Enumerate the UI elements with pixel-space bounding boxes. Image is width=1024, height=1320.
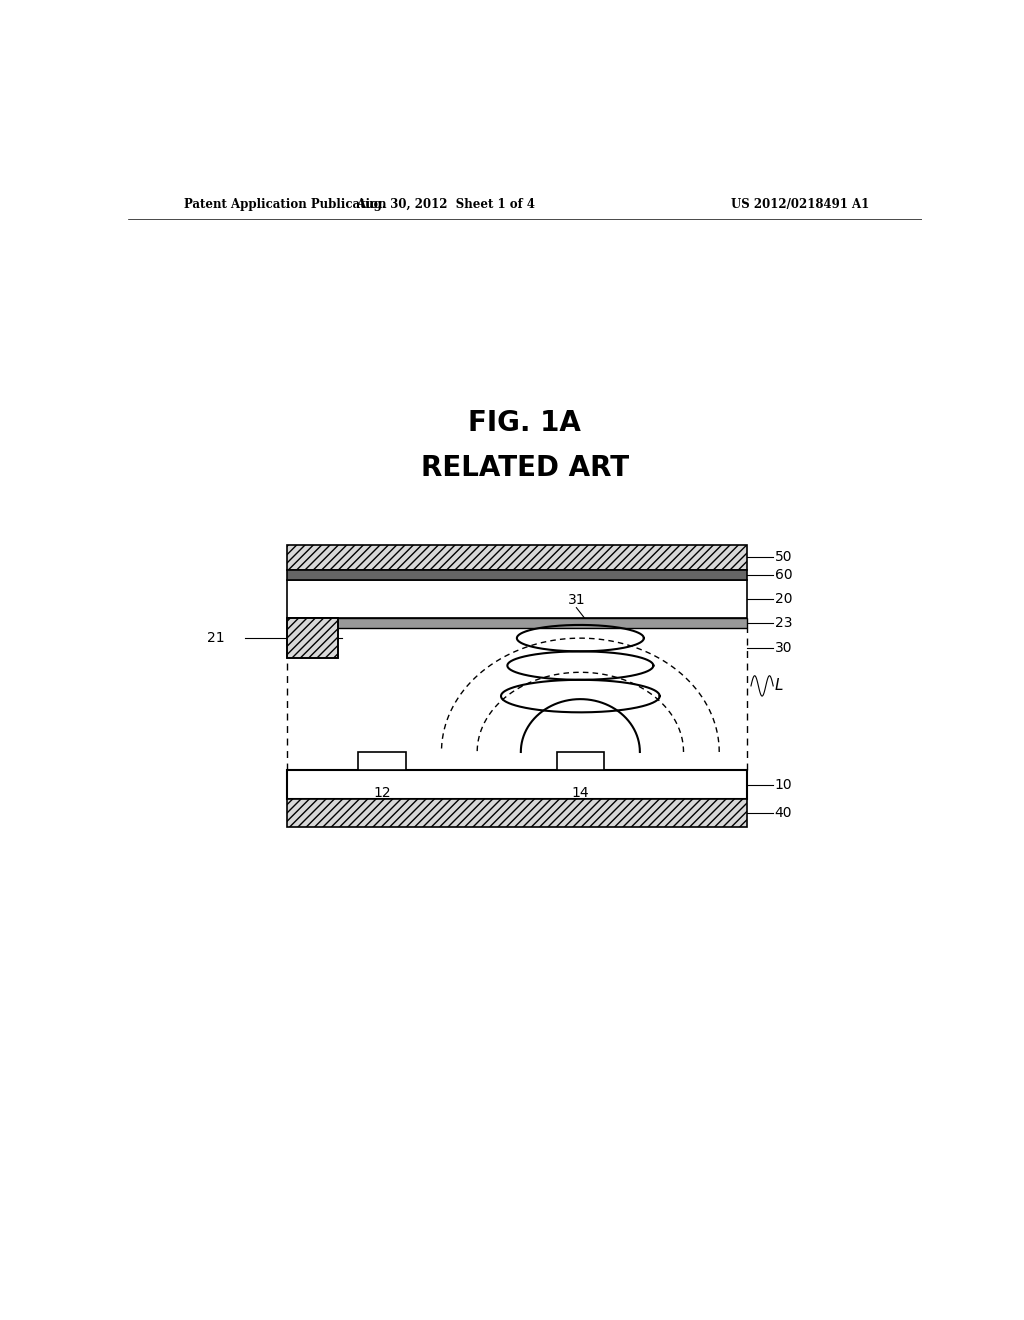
Bar [287, 581, 748, 618]
Text: 30: 30 [775, 642, 793, 655]
Text: 50: 50 [775, 550, 793, 565]
Bar [358, 752, 406, 771]
Text: US 2012/0218491 A1: US 2012/0218491 A1 [731, 198, 869, 211]
Text: Patent Application Publication: Patent Application Publication [183, 198, 386, 211]
Bar [287, 618, 338, 659]
Text: 12: 12 [373, 785, 391, 800]
Text: 31: 31 [567, 593, 585, 606]
Text: FIG. 1A: FIG. 1A [468, 409, 582, 437]
Text: Aug. 30, 2012  Sheet 1 of 4: Aug. 30, 2012 Sheet 1 of 4 [356, 198, 535, 211]
Text: 10: 10 [775, 777, 793, 792]
Bar [557, 752, 604, 771]
Bar [287, 771, 748, 799]
Text: L: L [775, 678, 783, 693]
Text: 23: 23 [775, 616, 793, 630]
Bar [287, 570, 748, 581]
Text: 40: 40 [775, 807, 793, 820]
Bar [287, 545, 748, 570]
Text: 60: 60 [775, 568, 793, 582]
Text: 20: 20 [775, 591, 793, 606]
Bar [287, 799, 748, 828]
Text: 21: 21 [207, 631, 225, 645]
Bar [287, 618, 748, 628]
Text: RELATED ART: RELATED ART [421, 454, 629, 482]
Bar [287, 618, 338, 659]
Text: 14: 14 [571, 785, 589, 800]
